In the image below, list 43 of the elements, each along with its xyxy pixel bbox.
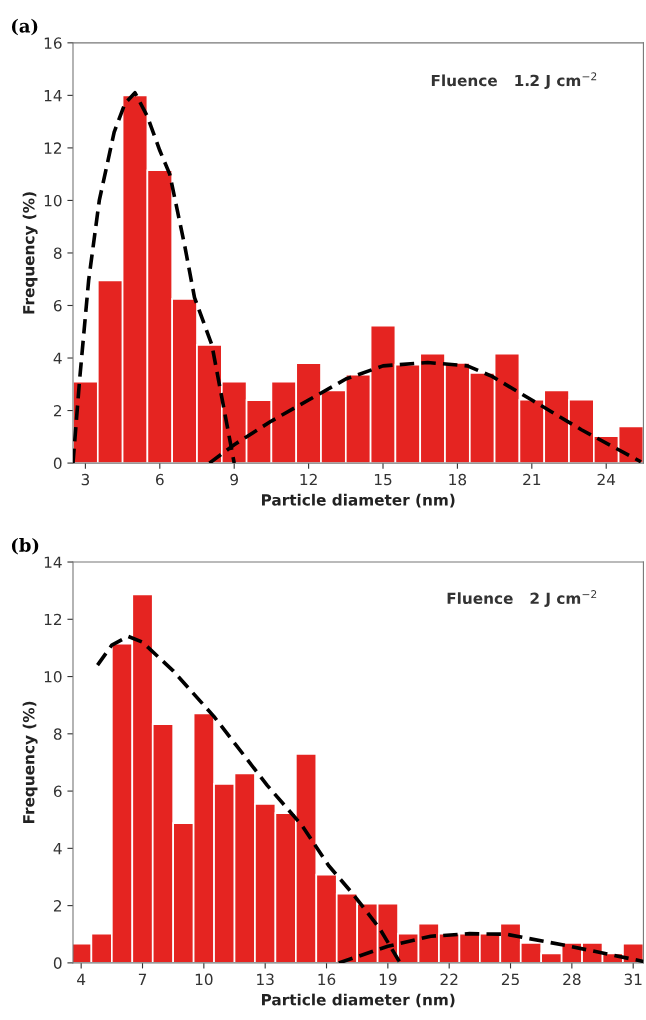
y-axis-title: Frequency (%) xyxy=(22,701,38,824)
chart-title: (a) xyxy=(11,18,38,36)
annotation: Fluence 1.2 J cm$^{−2}$ xyxy=(431,72,597,90)
x-tick-label: 13 xyxy=(257,973,274,986)
y-tick-label: 16 xyxy=(44,37,62,49)
x-tick-label: 31 xyxy=(624,973,642,986)
y-tick-label: 2 xyxy=(53,405,62,417)
x-axis-title: Particle diameter (nm) xyxy=(262,993,455,1008)
x-tick-label: 12 xyxy=(300,473,317,486)
x-tick-label: 16 xyxy=(318,973,336,986)
y-tick-label: 10 xyxy=(44,671,62,683)
x-tick-label: 18 xyxy=(449,473,467,486)
y-tick-label: 6 xyxy=(53,785,62,798)
y-tick-label: 4 xyxy=(53,352,62,364)
y-tick-label: 0 xyxy=(53,457,62,470)
y-tick-label: 14 xyxy=(44,556,62,568)
x-tick-label: 24 xyxy=(597,473,616,486)
y-tick-label: 12 xyxy=(44,613,62,626)
x-tick-label: 9 xyxy=(230,473,238,486)
x-tick-label: 3 xyxy=(81,473,90,486)
x-tick-label: 10 xyxy=(195,973,213,986)
x-tick-label: 15 xyxy=(374,473,392,486)
x-axis-title: Particle diameter (nm) xyxy=(262,493,455,508)
y-tick-label: 14 xyxy=(44,90,62,102)
x-tick-label: 22 xyxy=(440,973,458,985)
x-tick-label: 7 xyxy=(138,973,147,985)
y-tick-label: 4 xyxy=(53,843,62,855)
y-tick-label: 10 xyxy=(44,194,62,207)
x-tick-label: 28 xyxy=(563,973,581,986)
x-tick-label: 25 xyxy=(501,973,519,986)
x-tick-label: 4 xyxy=(77,973,86,985)
y-tick-label: 0 xyxy=(53,957,62,969)
y-tick-label: 8 xyxy=(53,728,62,740)
annotation: Fluence 2 J cm$^{−2}$ xyxy=(447,590,597,607)
x-tick-label: 21 xyxy=(523,473,541,486)
y-axis-title: Frequency (%) xyxy=(22,192,38,314)
chart-title: (b) xyxy=(11,537,39,555)
y-tick-label: 6 xyxy=(53,299,62,312)
y-tick-label: 12 xyxy=(44,142,62,154)
y-tick-label: 8 xyxy=(53,247,62,259)
x-tick-label: 19 xyxy=(379,973,397,986)
x-tick-label: 6 xyxy=(156,473,164,486)
y-tick-label: 2 xyxy=(53,900,62,912)
